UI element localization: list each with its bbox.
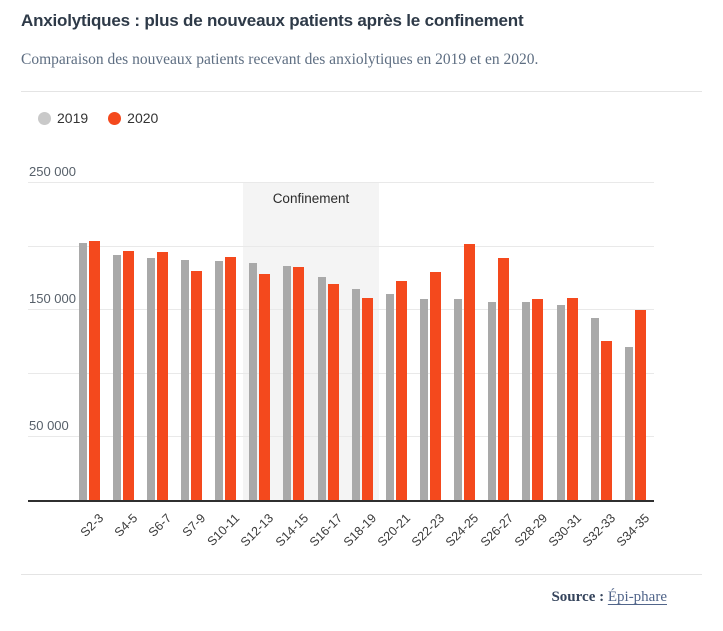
bar-2019-S18-19 — [351, 288, 360, 500]
bar-2019-S26-27 — [488, 301, 497, 500]
bar-group-S12-13 — [249, 182, 271, 500]
bar-2019-S16-17 — [317, 277, 326, 500]
bar-group-S22-23 — [420, 182, 441, 500]
x-axis-tick-label: S12-13 — [238, 511, 277, 550]
bar-2020-S26-27 — [498, 258, 510, 500]
confinement-label: Confinement — [272, 191, 350, 206]
source-label: Source : — [551, 589, 605, 605]
x-axis-tick-label: S34-35 — [613, 511, 653, 550]
legend-label: 2020 — [127, 110, 159, 126]
x-axis-tick-label: S7-9 — [179, 511, 209, 540]
x-axis-tick-label: S20-21 — [374, 511, 414, 550]
x-axis-labels: S2-3 S4-5 S6-7 S7-9 S10-11 S12-13 S14-15 S16-17… — [28, 502, 654, 574]
bottom-divider — [21, 574, 702, 575]
x-axis-tick-label: S6-7 — [145, 511, 175, 540]
bar-2020-S2-3 — [88, 240, 100, 500]
bar-2020-S30-31 — [566, 297, 578, 500]
bar-group-S28-29 — [522, 182, 544, 500]
bar-group-S26-27 — [488, 182, 510, 500]
bar-2020-S6-7 — [156, 251, 168, 500]
legend-dot-icon — [108, 111, 122, 125]
bar-group-S2-3 — [78, 182, 100, 500]
bar-2019-S12-13 — [249, 263, 258, 500]
bar-2020-S12-13 — [259, 273, 271, 500]
y-axis-tick-label: 50 000 — [29, 418, 69, 434]
bar-group-S7-9 — [180, 182, 202, 500]
bar-2019-S34-35 — [624, 347, 633, 500]
x-axis-tick-label: S30-31 — [545, 511, 585, 550]
chart-subtitle: Comparaison des nouveaux patients receva… — [21, 51, 539, 68]
x-axis-tick-label: S16-17 — [306, 511, 345, 550]
y-axis-tick-label: 250 000 — [29, 164, 76, 179]
bar-2019-S24-25 — [454, 299, 463, 500]
bar-2020-S20-21 — [395, 281, 407, 500]
bar-2020-S16-17 — [327, 283, 339, 500]
plot-area: Confinement 250 000 150 000 50 000 — [28, 164, 654, 502]
bar-group-S24-25 — [454, 182, 476, 500]
bar-group-S34-35 — [624, 182, 646, 500]
x-axis-tick-label: S4-5 — [111, 511, 141, 540]
x-axis-tick-label: S32-33 — [579, 511, 619, 550]
gridline — [28, 182, 654, 183]
bar-2019-S30-31 — [556, 305, 565, 500]
gridline — [28, 436, 654, 438]
bar-2019-S14-15 — [283, 265, 292, 500]
bar-2020-S18-19 — [361, 297, 373, 500]
bar-2019-S7-9 — [180, 259, 189, 500]
source-row: Source : Épi-phare — [21, 589, 702, 606]
x-axis-tick-label: S18-19 — [340, 511, 380, 550]
bar-2019-S10-11 — [215, 260, 224, 500]
gridline — [28, 372, 654, 374]
legend-dot-icon — [38, 111, 51, 125]
bar-2019-S28-29 — [522, 301, 531, 500]
gridline — [28, 309, 654, 311]
bar-2019-S6-7 — [146, 258, 155, 500]
bar-2020-S4-5 — [122, 250, 134, 500]
bar-group-S20-21 — [385, 182, 407, 500]
page-title: Anxiolytiques : plus de nouveaux patient… — [21, 11, 524, 30]
x-axis-tick-label: S28-29 — [511, 511, 550, 550]
bar-2019-S4-5 — [112, 254, 121, 500]
x-axis-tick-label: S2-3 — [77, 511, 106, 540]
bar-2019-S20-21 — [385, 293, 394, 500]
bar-group-S16-17 — [317, 182, 339, 500]
legend-item-2020: 2020 — [108, 110, 158, 126]
bar-group-S32-33 — [590, 182, 612, 500]
bar-group-S14-15 — [283, 182, 305, 500]
bar-2020-S22-23 — [430, 272, 441, 500]
bar-group-S6-7 — [146, 182, 168, 500]
x-axis-tick-label: S24-25 — [443, 511, 482, 550]
legend-label: 2019 — [57, 110, 89, 126]
y-axis-tick-label: 150 000 — [29, 291, 76, 307]
bar-2020-S10-11 — [225, 257, 237, 500]
bar-2019-S2-3 — [78, 243, 87, 500]
bar-2020-S34-35 — [634, 310, 646, 500]
bar-group-S4-5 — [112, 182, 134, 500]
bar-2020-S14-15 — [293, 267, 305, 500]
legend-item-2019: 2019 — [38, 110, 88, 126]
top-divider — [21, 91, 702, 92]
chart-legend: 2019 2020 — [21, 110, 702, 126]
bar-2020-S7-9 — [190, 271, 202, 500]
source-link[interactable]: Épi-phare — [607, 589, 667, 605]
x-axis-tick-label: S26-27 — [477, 511, 516, 550]
x-axis-tick-label: S22-23 — [408, 511, 448, 550]
x-axis-tick-label: S14-15 — [272, 511, 311, 550]
bar-group-S18-19 — [351, 182, 373, 500]
bar-2020-S32-33 — [600, 341, 612, 500]
bar-group-S10-11 — [215, 182, 237, 500]
x-axis-tick-label: S10-11 — [204, 511, 243, 549]
bar-2020-S24-25 — [464, 244, 476, 500]
bar-2019-S32-33 — [590, 318, 599, 500]
bar-2020-S28-29 — [532, 299, 544, 500]
bar-2019-S22-23 — [420, 299, 428, 500]
bar-group-S30-31 — [556, 182, 578, 500]
gridline — [28, 245, 654, 247]
bar-chart: Confinement 250 000 150 000 50 000 S2-3 S4-5… — [21, 164, 702, 574]
